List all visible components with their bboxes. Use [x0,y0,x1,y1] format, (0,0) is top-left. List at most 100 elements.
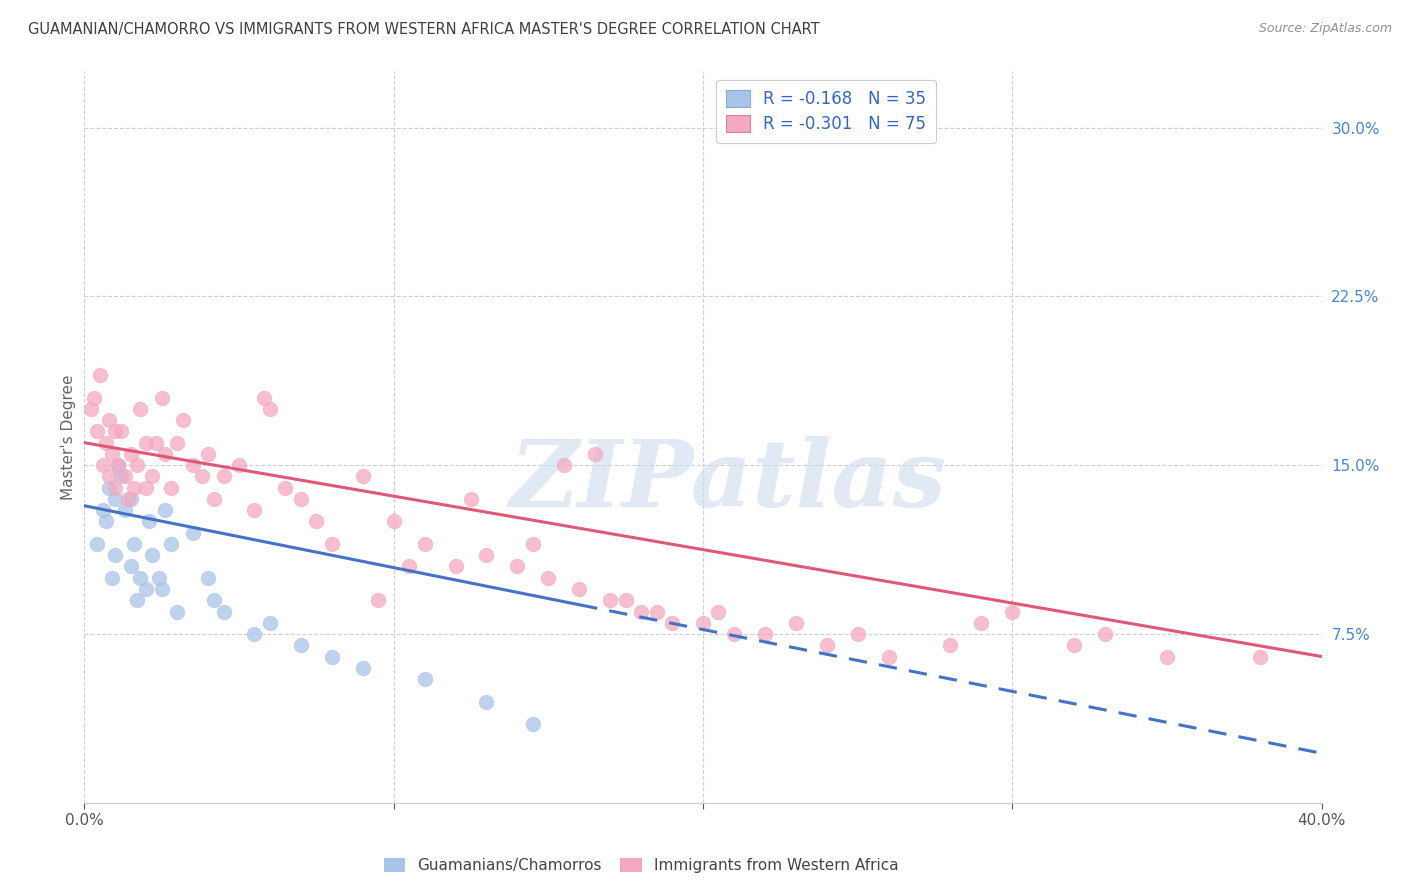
Point [98,469,121,483]
Point [815,638,838,652]
Point [145,435,167,450]
Point [104,481,127,495]
Point [110,425,132,439]
Point [138,515,160,529]
Point [630,605,652,619]
Point [970,615,993,630]
Point [122,537,145,551]
Point [94,435,117,450]
Point [522,717,544,731]
Point [172,413,194,427]
Text: GUAMANIAN/CHAMORRO VS IMMIGRANTS FROM WESTERN AFRICA MASTER'S DEGREE CORRELATION: GUAMANIAN/CHAMORRO VS IMMIGRANTS FROM WE… [28,22,820,37]
Point [101,447,124,461]
Point [166,605,188,619]
Point [228,458,250,473]
Point [321,537,343,551]
Point [212,469,235,483]
Point [104,491,127,506]
Point [846,627,869,641]
Point [413,672,436,686]
Point [460,491,482,506]
Point [79,401,101,416]
Point [101,571,124,585]
Point [212,605,235,619]
Point [122,481,145,495]
Point [181,525,204,540]
Point [166,435,188,450]
Point [120,491,142,506]
Point [129,571,152,585]
Point [153,447,176,461]
Point [506,559,529,574]
Point [1156,649,1178,664]
Point [785,615,807,630]
Point [321,649,343,664]
Point [135,481,157,495]
Point [553,458,575,473]
Point [645,605,668,619]
Point [305,515,328,529]
Point [202,593,225,607]
Point [86,425,108,439]
Point [352,661,374,675]
Point [110,469,132,483]
Point [120,559,142,574]
Point [1063,638,1085,652]
Point [150,582,173,596]
Point [352,469,374,483]
Point [475,694,498,708]
Point [661,615,683,630]
Point [599,593,621,607]
Legend: Guamanians/Chamorros, Immigrants from Western Africa: Guamanians/Chamorros, Immigrants from We… [378,852,904,880]
Point [91,458,114,473]
Point [150,391,173,405]
Point [568,582,591,596]
Point [274,481,297,495]
Point [91,503,114,517]
Point [1094,627,1116,641]
Point [537,571,560,585]
Point [117,491,139,506]
Point [104,425,127,439]
Text: Source: ZipAtlas.com: Source: ZipAtlas.com [1258,22,1392,36]
Point [754,627,776,641]
Point [86,537,108,551]
Point [614,593,637,607]
Y-axis label: Master's Degree: Master's Degree [60,375,76,500]
Point [444,559,467,574]
Point [475,548,498,562]
Point [181,458,204,473]
Point [522,537,544,551]
Point [125,458,148,473]
Point [413,537,436,551]
Point [877,649,900,664]
Point [94,515,117,529]
Point [1001,605,1024,619]
Point [98,413,121,427]
Point [939,638,962,652]
Point [135,435,157,450]
Point [259,615,281,630]
Point [243,627,266,641]
Point [197,447,219,461]
Point [243,503,266,517]
Point [398,559,420,574]
Point [382,515,405,529]
Point [135,582,157,596]
Point [125,593,148,607]
Text: ZIPatlas: ZIPatlas [509,436,946,526]
Point [114,469,136,483]
Point [141,548,163,562]
Point [104,548,127,562]
Point [114,503,136,517]
Point [153,503,176,517]
Point [202,491,225,506]
Point [160,481,183,495]
Point [1249,649,1271,664]
Point [290,491,312,506]
Point [723,627,745,641]
Point [160,537,183,551]
Point [367,593,389,607]
Point [253,391,276,405]
Point [692,615,714,630]
